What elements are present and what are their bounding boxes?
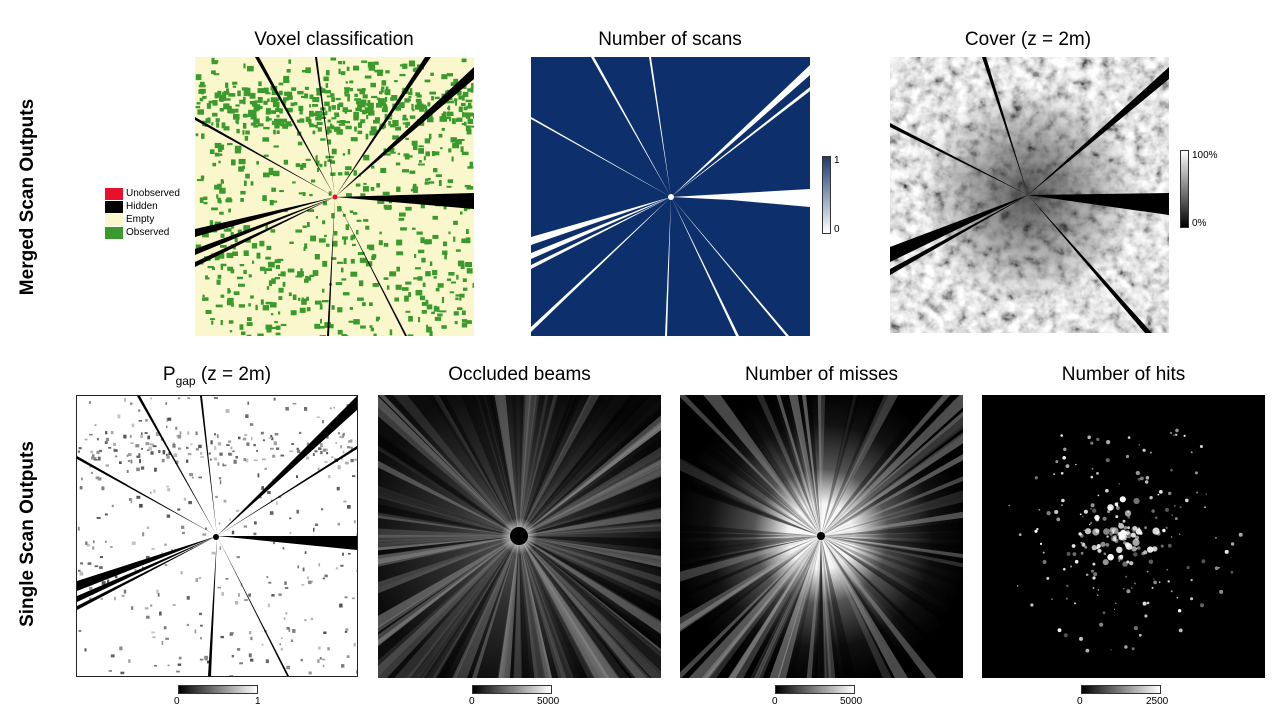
title-number-of-scans: Number of scans <box>598 29 742 50</box>
misses-colorbar-min: 0 <box>772 696 778 707</box>
pgap-colorbar <box>178 685 258 694</box>
legend-label-hidden: Hidden <box>126 201 158 212</box>
swatch-observed <box>105 227 123 239</box>
occluded-colorbar-min: 0 <box>469 696 475 707</box>
cover-colorbar-min: 0% <box>1192 218 1207 229</box>
title-number-of-misses: Number of misses <box>744 364 899 385</box>
legend-label-unobserved: Unobserved <box>126 188 180 199</box>
occluded-beams-map <box>378 395 661 678</box>
legend-label-observed: Observed <box>126 227 170 238</box>
title-pgap: Pgap (z = 2m) <box>76 364 358 388</box>
swatch-unobserved <box>105 188 123 200</box>
cover-map <box>890 57 1169 333</box>
legend-item-observed: Observed <box>105 227 195 239</box>
swatch-hidden <box>105 201 123 213</box>
hits-colorbar-min: 0 <box>1077 696 1083 707</box>
row-label-single: Single Scan Outputs <box>17 441 38 627</box>
scans-colorbar-min: 0 <box>834 224 840 235</box>
title-cover: Cover (z = 2m) <box>964 29 1092 50</box>
scans-colorbar <box>822 156 831 234</box>
occluded-colorbar <box>472 685 552 694</box>
scans-colorbar-max: 1 <box>834 155 840 166</box>
hits-colorbar-max: 2500 <box>1146 696 1169 707</box>
title-occluded-beams: Occluded beams <box>448 364 591 385</box>
legend-item-unobserved: Unobserved <box>105 188 195 200</box>
title-number-of-hits: Number of hits <box>1061 364 1186 385</box>
legend-item-hidden: Hidden <box>105 201 195 213</box>
title-pgap-main: P <box>162 364 176 385</box>
pgap-colorbar-min: 0 <box>174 696 180 707</box>
pgap-map <box>76 395 358 677</box>
legend-label-empty: Empty <box>126 214 155 225</box>
legend-item-empty: Empty <box>105 214 195 226</box>
voxel-legend: Unobserved Hidden Empty Observed <box>105 188 195 240</box>
voxel-classification-map <box>195 57 474 336</box>
pgap-colorbar-max: 1 <box>255 696 261 707</box>
cover-colorbar-max: 100% <box>1192 150 1218 161</box>
hits-colorbar <box>1081 685 1161 694</box>
number-of-misses-map <box>680 395 963 678</box>
title-pgap-sub: gap <box>175 373 196 388</box>
number-of-scans-map <box>531 57 810 336</box>
row-label-merged: Merged Scan Outputs <box>17 98 38 296</box>
number-of-hits-map <box>982 395 1265 678</box>
title-pgap-rest: (z = 2m) <box>195 364 272 385</box>
title-voxel-classification: Voxel classification <box>254 29 414 50</box>
misses-colorbar <box>775 685 855 694</box>
swatch-empty <box>105 214 123 226</box>
occluded-colorbar-max: 5000 <box>537 696 560 707</box>
misses-colorbar-max: 5000 <box>840 696 863 707</box>
cover-colorbar <box>1180 150 1189 228</box>
